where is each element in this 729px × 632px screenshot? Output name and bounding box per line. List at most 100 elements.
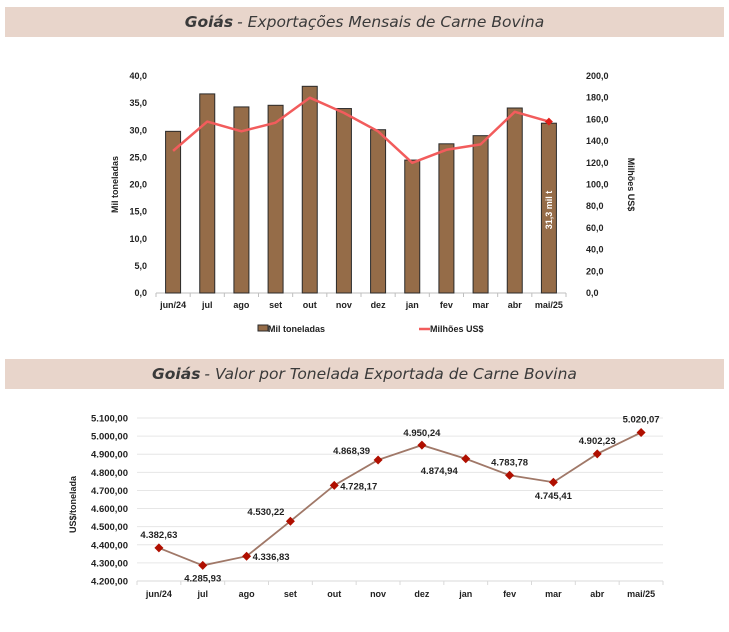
data-point-marker [154, 543, 164, 553]
x-tick-label: fev [503, 589, 516, 599]
x-tick-label: jan [405, 300, 419, 310]
x-tick-label: set [284, 589, 297, 599]
data-label: 5.020,07 [623, 414, 660, 425]
chart1-title-state: Goiás [184, 13, 234, 31]
legend-label-milhoes-usd: Milhões US$ [430, 324, 484, 334]
x-tick-label: jul [201, 300, 213, 310]
data-label: 4.382,63 [140, 530, 177, 541]
bar-mil-toneladas [370, 129, 387, 294]
x-tick-label: jun/24 [159, 300, 186, 310]
y-right-tick-label: 140,0 [586, 136, 609, 146]
data-point-marker [505, 470, 515, 480]
data-label: 4.902,23 [579, 436, 616, 447]
y-left-tick-label: 15,0 [129, 207, 147, 217]
line-usd-per-ton [158, 431, 642, 567]
y-left-tick-label: 0,0 [134, 288, 147, 298]
data-label: 4.728,17 [340, 481, 377, 492]
legend-label-mil-toneladas: Mil toneladas [268, 324, 325, 334]
x-tick-label: mai/25 [627, 589, 655, 599]
x-tick-label: mar [472, 300, 489, 310]
data-point-marker [329, 480, 339, 490]
chart2-title-text: - Valor por Tonelada Exportada de Carne … [204, 365, 577, 383]
chart1-title-text: - Exportações Mensais de Carne Bovina [237, 13, 545, 31]
y-tick-label: 5.000,00 [91, 432, 128, 443]
y-right-tick-label: 60,0 [586, 223, 604, 233]
data-point-marker [636, 427, 646, 437]
bar-mil-toneladas [199, 93, 216, 294]
y-right-tick-label: 160,0 [586, 114, 609, 124]
data-point-marker [592, 449, 602, 459]
data-label: 4.336,83 [253, 552, 290, 563]
x-tick-label: dez [414, 589, 430, 599]
data-point-marker [548, 477, 558, 487]
x-tick-label: ago [233, 300, 250, 310]
data-label: 4.868,39 [333, 446, 370, 457]
x-tick-label: nov [336, 300, 352, 310]
x-tick-label: jul [197, 589, 209, 599]
x-tick-label: ago [239, 589, 256, 599]
legend-bar-swatch [257, 324, 269, 332]
y-right-axis-title: Milhões US$ [626, 158, 636, 212]
x-tick-label: out [303, 300, 317, 310]
y-right-tick-label: 0,0 [586, 288, 599, 298]
y-left-tick-label: 40,0 [129, 71, 147, 81]
y-tick-label: 4.300,00 [91, 558, 128, 569]
y-left-tick-label: 30,0 [129, 125, 147, 135]
bar-mil-toneladas [233, 106, 250, 294]
last-bar-annotation: 31,3 mil t [544, 191, 554, 230]
y-right-tick-label: 100,0 [586, 180, 609, 190]
bar-mil-toneladas [301, 85, 318, 294]
bar-mil-toneladas [472, 135, 489, 294]
x-tick-label: mai/25 [535, 300, 563, 310]
data-point-marker [285, 516, 295, 526]
data-point-marker [417, 440, 427, 450]
data-label: 4.530,22 [247, 507, 284, 518]
data-point-marker [373, 455, 383, 465]
data-point-marker [242, 551, 252, 561]
y-right-tick-label: 200,0 [586, 71, 609, 81]
data-label: 4.874,94 [421, 466, 459, 477]
data-point-marker [461, 454, 471, 464]
y-left-axis-title: Mil toneladas [110, 156, 120, 213]
y-tick-label: 4.400,00 [91, 540, 128, 551]
y-right-tick-label: 120,0 [586, 158, 609, 168]
bar-mil-toneladas [335, 108, 352, 294]
x-tick-label: mar [545, 589, 562, 599]
bar-mil-toneladas [165, 130, 182, 294]
y-axis-title: US$/tonelada [68, 475, 78, 533]
y-right-tick-label: 80,0 [586, 201, 604, 211]
chart1-monthly-exports: 0,0 5,0 10,0 15,0 20,0 25,0 30,0 35,0 40,0 0,0 20,… [110, 71, 636, 334]
x-tick-label: abr [590, 589, 605, 599]
y-left-tick-label: 20,0 [129, 180, 147, 190]
x-tick-label: nov [370, 589, 386, 599]
bar-mil-toneladas [267, 104, 284, 294]
bar-mil-toneladas [438, 143, 455, 294]
y-right-tick-label: 180,0 [586, 93, 609, 103]
y-left-tick-label: 35,0 [129, 98, 147, 108]
chart1-title-banner: Goiás - Exportações Mensais de Carne Bov… [5, 7, 724, 37]
data-label: 4.745,41 [535, 491, 573, 502]
x-tick-label: abr [508, 300, 523, 310]
data-point-marker [198, 560, 208, 570]
last-point-marker [544, 117, 553, 126]
data-label: 4.783,78 [491, 457, 528, 468]
x-tick-label: jan [458, 589, 472, 599]
y-left-tick-label: 25,0 [129, 152, 147, 162]
x-tick-label: jun/24 [145, 589, 172, 599]
x-tick-label: out [327, 589, 341, 599]
y-tick-label: 4.600,00 [91, 504, 128, 515]
y-tick-label: 4.700,00 [91, 486, 128, 497]
data-label: 4.950,24 [403, 428, 441, 439]
y-tick-label: 4.800,00 [91, 468, 128, 479]
y-tick-label: 5.100,00 [91, 414, 128, 425]
y-tick-label: 4.200,00 [91, 577, 128, 588]
y-left-tick-label: 5,0 [134, 261, 147, 271]
y-right-tick-label: 20,0 [586, 266, 604, 276]
x-tick-label: fev [440, 300, 453, 310]
y-right-tick-label: 40,0 [586, 245, 604, 255]
x-tick-label: set [269, 300, 282, 310]
y-left-tick-label: 10,0 [129, 234, 147, 244]
bar-mil-toneladas [404, 159, 421, 294]
chart2-title-state: Goiás [152, 365, 201, 383]
